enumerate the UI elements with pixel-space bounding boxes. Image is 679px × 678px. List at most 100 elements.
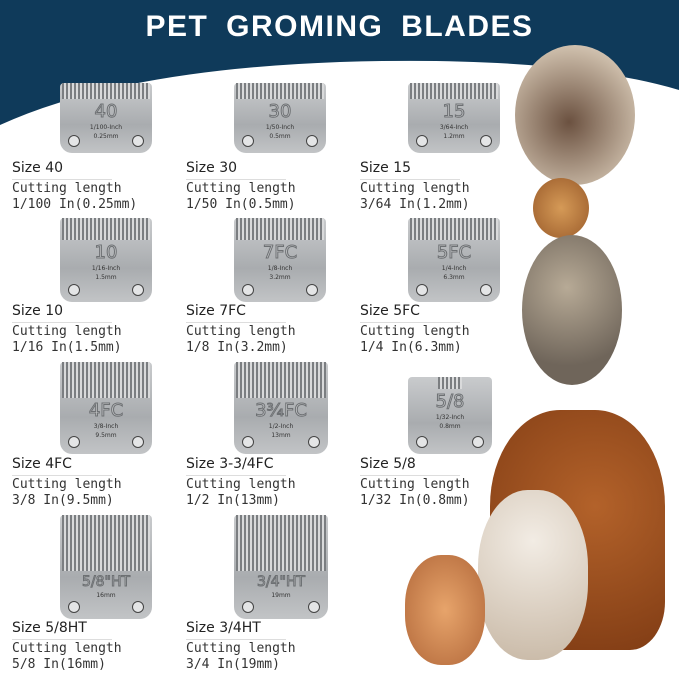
cutting-length: Cutting length 1/50 In(0.5mm) bbox=[186, 181, 296, 213]
blade-mm: 13mm bbox=[271, 432, 291, 439]
blade-image: 15 3/64-Inch 1.2mm bbox=[408, 83, 500, 153]
blade-mm: 6.3mm bbox=[443, 274, 465, 281]
blade-image: 4FC 3/8-Inch 9.5mm bbox=[60, 362, 152, 454]
screw-icon bbox=[68, 135, 80, 147]
blade-number: 7FC bbox=[262, 242, 298, 264]
cutting-length: Cutting length 3/8 In(9.5mm) bbox=[12, 477, 122, 509]
blade-teeth bbox=[62, 515, 150, 571]
screw-icon bbox=[242, 284, 254, 296]
screw-icon bbox=[132, 601, 144, 613]
blade-teeth bbox=[236, 362, 326, 398]
blade-image: 5/8"HT 16mm bbox=[60, 515, 152, 619]
blade-inch: 3/64-Inch bbox=[439, 124, 469, 131]
cutting-length-value: 1/8 In(3.2mm) bbox=[186, 340, 288, 355]
blade-teeth bbox=[62, 362, 150, 398]
cutting-length-label: Cutting length bbox=[186, 641, 296, 656]
cutting-length: Cutting length 5/8 In(16mm) bbox=[12, 641, 122, 673]
cutting-length-value: 1/50 In(0.5mm) bbox=[186, 197, 296, 212]
blade-size-label: Size 4FC bbox=[12, 456, 72, 472]
divider bbox=[186, 179, 286, 180]
blade-inch: 1/100-Inch bbox=[89, 124, 123, 131]
screw-icon bbox=[132, 436, 144, 448]
cutting-length-label: Cutting length bbox=[186, 324, 296, 339]
blade-size-label: Size 7FC bbox=[186, 303, 246, 319]
cutting-length-label: Cutting length bbox=[360, 324, 470, 339]
blade-number: 5/8 bbox=[435, 391, 465, 413]
cutting-length-value: 1/32 In(0.8mm) bbox=[360, 493, 470, 508]
screw-icon bbox=[416, 436, 428, 448]
screw-icon bbox=[68, 601, 80, 613]
cutting-length-label: Cutting length bbox=[12, 181, 122, 196]
blade-mm: 0.5mm bbox=[269, 133, 291, 140]
blade-mm: 0.25mm bbox=[93, 133, 119, 140]
blade-mm: 0.8mm bbox=[439, 423, 461, 430]
blade-number: 40 bbox=[94, 101, 118, 123]
screw-icon bbox=[306, 135, 318, 147]
blade-inch: 3/8-Inch bbox=[93, 423, 119, 430]
blade-teeth bbox=[236, 218, 324, 240]
screw-icon bbox=[416, 135, 428, 147]
blade-mm: 16mm bbox=[96, 592, 116, 599]
cutting-length: Cutting length 1/16 In(1.5mm) bbox=[12, 324, 122, 356]
cutting-length-label: Cutting length bbox=[186, 477, 296, 492]
cat-image bbox=[522, 235, 622, 385]
blade-teeth bbox=[438, 377, 462, 389]
cutting-length-label: Cutting length bbox=[12, 477, 122, 492]
blade-size-label: Size 10 bbox=[12, 303, 64, 319]
cutting-length-label: Cutting length bbox=[12, 324, 122, 339]
divider bbox=[360, 475, 460, 476]
blade-teeth bbox=[62, 83, 150, 99]
cutting-length-label: Cutting length bbox=[360, 181, 470, 196]
screw-icon bbox=[306, 284, 318, 296]
screw-icon bbox=[480, 135, 492, 147]
blade-number: 3¾FC bbox=[255, 400, 308, 422]
blade-mm: 19mm bbox=[271, 592, 291, 599]
cutting-length: Cutting length 1/4 In(6.3mm) bbox=[360, 324, 470, 356]
screw-icon bbox=[308, 601, 320, 613]
blade-inch: 1/32-Inch bbox=[435, 414, 465, 421]
bulldog-image bbox=[478, 490, 588, 660]
blade-number: 3/4"HT bbox=[256, 574, 306, 591]
blade-image: 3/4"HT 19mm bbox=[234, 515, 328, 619]
blade-inch: 1/50-Inch bbox=[265, 124, 295, 131]
divider bbox=[186, 639, 286, 640]
screw-icon bbox=[68, 436, 80, 448]
page-title: PET GROMING BLADES bbox=[145, 10, 534, 43]
blade-image: 40 1/100-Inch 0.25mm bbox=[60, 83, 152, 153]
divider bbox=[360, 179, 460, 180]
cutting-length-value: 1/100 In(0.25mm) bbox=[12, 197, 138, 212]
blade-number: 5FC bbox=[436, 242, 472, 264]
screw-icon bbox=[68, 284, 80, 296]
cutting-length-value: 1/4 In(6.3mm) bbox=[360, 340, 462, 355]
header-banner bbox=[0, 0, 679, 125]
blade-teeth bbox=[236, 83, 324, 99]
screw-icon bbox=[472, 436, 484, 448]
blade-image: 30 1/50-Inch 0.5mm bbox=[234, 83, 326, 153]
cutting-length: Cutting length 1/8 In(3.2mm) bbox=[186, 324, 296, 356]
blade-size-label: Size 5FC bbox=[360, 303, 420, 319]
cutting-length: Cutting length 1/32 In(0.8mm) bbox=[360, 477, 470, 509]
cutting-length-label: Cutting length bbox=[186, 181, 296, 196]
divider bbox=[12, 179, 112, 180]
blade-size-label: Size 40 bbox=[12, 160, 64, 176]
cutting-length: Cutting length 1/2 In(13mm) bbox=[186, 477, 296, 509]
blade-size-label: Size 30 bbox=[186, 160, 238, 176]
blade-mm: 3.2mm bbox=[269, 274, 291, 281]
divider bbox=[186, 322, 286, 323]
french-bulldog-image bbox=[515, 45, 635, 185]
blade-mm: 1.5mm bbox=[95, 274, 117, 281]
blade-mm: 1.2mm bbox=[443, 133, 465, 140]
screw-icon bbox=[416, 284, 428, 296]
screw-icon bbox=[242, 601, 254, 613]
blade-teeth bbox=[410, 83, 498, 99]
blade-mm: 9.5mm bbox=[95, 432, 117, 439]
blade-inch: 1/8-Inch bbox=[267, 265, 293, 272]
blade-size-label: Size 3/4HT bbox=[186, 620, 261, 636]
screw-icon bbox=[242, 436, 254, 448]
cutting-length-label: Cutting length bbox=[12, 641, 122, 656]
blade-inch: 1/2-Inch bbox=[268, 423, 294, 430]
screw-icon bbox=[132, 284, 144, 296]
hamster-image bbox=[533, 178, 589, 238]
divider bbox=[12, 475, 112, 476]
blade-image: 3¾FC 1/2-Inch 13mm bbox=[234, 362, 328, 454]
